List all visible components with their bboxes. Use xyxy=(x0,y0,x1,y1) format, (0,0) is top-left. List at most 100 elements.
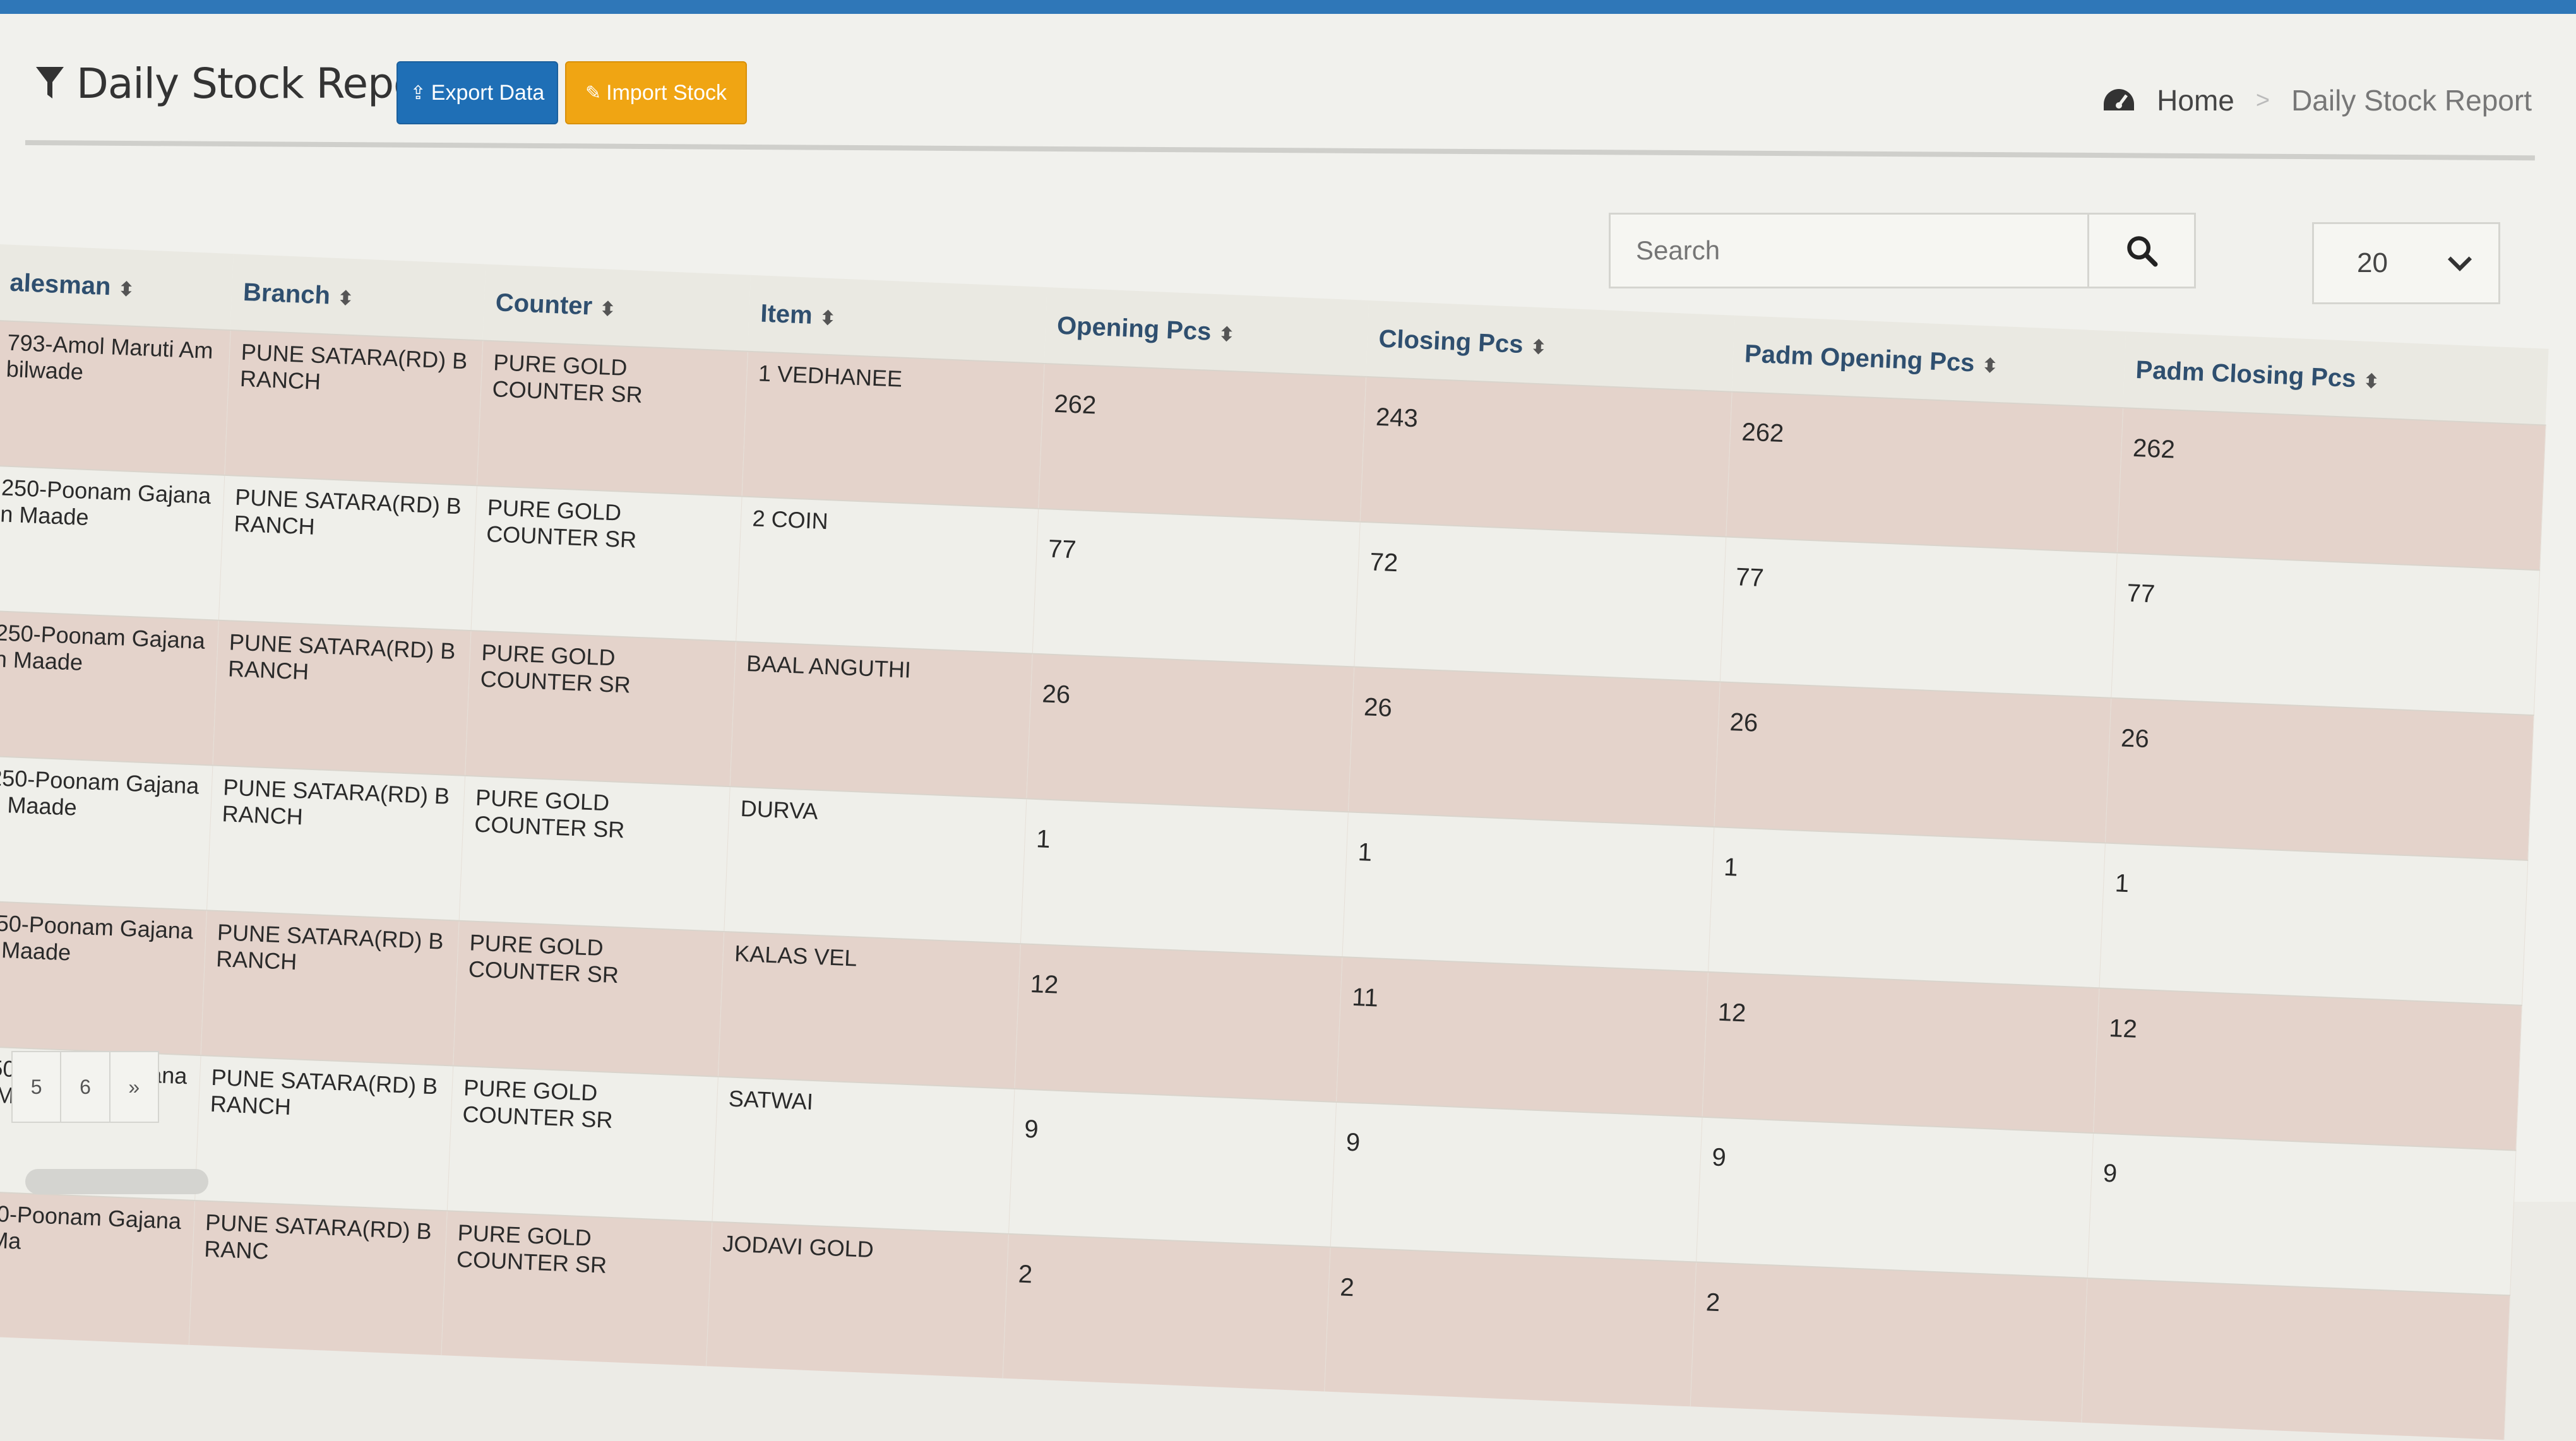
dashboard-icon xyxy=(2104,89,2135,110)
padm-closing-pcs-cell: 9 xyxy=(2087,1133,2516,1296)
page-size-select[interactable]: 20 xyxy=(2312,222,2500,304)
export-data-button[interactable]: ⇪ Export Data xyxy=(397,61,558,124)
item-cell: SATWAI xyxy=(712,1076,1015,1234)
import-stock-button[interactable]: ✎ Import Stock xyxy=(565,61,747,124)
sort-icon: ⬍ xyxy=(117,278,135,300)
opening-pcs-cell: 2 xyxy=(1002,1233,1330,1392)
counter-cell: PURE GOLD COUNTER SR xyxy=(441,1211,712,1367)
column-header-branch[interactable]: Branch ⬍ xyxy=(230,254,486,341)
branch-cell: PUNE SATARA(RD) BRANCH xyxy=(206,765,465,921)
padm-closing-pcs-cell: 26 xyxy=(2104,697,2534,860)
page-link[interactable]: 6 xyxy=(61,1052,110,1122)
salesman-cell: 250-Poonam Gajanan Maade xyxy=(0,465,225,620)
counter-cell: PURE GOLD COUNTER SR xyxy=(470,485,742,642)
pagination: 5 6 » xyxy=(11,1051,159,1123)
salesman-cell: 250-Poonam Gajanan Maade xyxy=(0,610,218,766)
opening-pcs-cell: 26 xyxy=(1026,653,1354,812)
horizontal-scrollbar[interactable] xyxy=(25,1169,208,1194)
item-cell: KALAS VEL xyxy=(717,931,1020,1089)
salesman-cell: 250-Poonam Gajanan Ma xyxy=(0,1190,195,1345)
padm-closing-pcs-cell: 1 xyxy=(2099,843,2528,1005)
sort-icon: ⬍ xyxy=(1981,355,1999,377)
closing-pcs-cell: 26 xyxy=(1347,667,1720,827)
padm-closing-pcs-cell: 77 xyxy=(2111,552,2540,716)
salesman-cell: 793-Amol Maruti Ambilwade xyxy=(0,320,230,475)
branch-cell: PUNE SATARA(RD) BRANCH xyxy=(200,910,459,1066)
counter-cell: PURE GOLD COUNTER SR xyxy=(476,340,748,497)
export-data-label: Export Data xyxy=(431,80,545,105)
branch-cell: PUNE SATARA(RD) BRANCH xyxy=(194,1055,453,1211)
breadcrumb: Home > Daily Stock Report xyxy=(2102,83,2532,117)
padm-opening-pcs-cell: 12 xyxy=(1702,971,2099,1134)
column-header-closing-pcs[interactable]: Closing Pcs ⬍ xyxy=(1366,300,1735,392)
padm-closing-pcs-cell: 262 xyxy=(2116,408,2546,571)
upload-icon: ⇪ xyxy=(410,82,426,104)
item-cell: DURVA xyxy=(724,786,1027,944)
branch-cell: PUNE SATARA(RD) BRANC xyxy=(188,1200,447,1356)
breadcrumb-separator: > xyxy=(2255,86,2270,114)
chevron-down-icon xyxy=(2447,256,2472,271)
item-cell: 1 VEDHANEE xyxy=(741,351,1044,509)
page-link[interactable]: 5 xyxy=(13,1052,62,1122)
search-button[interactable] xyxy=(2087,215,2194,287)
item-cell: JODAVI GOLD xyxy=(706,1221,1009,1379)
column-header-opening-pcs[interactable]: Opening Pcs ⬍ xyxy=(1044,287,1369,377)
padm-closing-pcs-cell: 12 xyxy=(2093,988,2522,1151)
item-cell: BAAL ANGUTHI xyxy=(729,641,1032,799)
padm-opening-pcs-cell: 77 xyxy=(1719,537,2117,698)
counter-cell: PURE GOLD COUNTER SR xyxy=(453,920,724,1077)
item-cell: 2 COIN xyxy=(736,496,1039,654)
opening-pcs-cell: 9 xyxy=(1008,1088,1337,1247)
search-input[interactable] xyxy=(1611,214,2087,287)
sort-icon: ⬍ xyxy=(2363,371,2380,393)
counter-cell: PURE GOLD COUNTER SR xyxy=(446,1065,718,1222)
next-page-link[interactable]: » xyxy=(128,1075,140,1098)
sort-icon: ⬍ xyxy=(337,287,354,309)
filter-icon xyxy=(36,67,64,98)
salesman-cell: 250-Poonam Gajanan Maade xyxy=(0,756,213,911)
branch-cell: PUNE SATARA(RD) BRANCH xyxy=(224,330,483,486)
search-box xyxy=(1609,213,2196,288)
breadcrumb-home-link[interactable]: Home xyxy=(2157,84,2234,117)
sort-icon: ⬍ xyxy=(599,298,616,320)
page: Daily Stock Report ⇪ Export Data ✎ Impor… xyxy=(0,14,2576,1440)
opening-pcs-cell: 1 xyxy=(1020,798,1348,958)
opening-pcs-cell: 77 xyxy=(1032,508,1360,667)
breadcrumb-current: Daily Stock Report xyxy=(2291,84,2532,117)
branch-cell: PUNE SATARA(RD) BRANCH xyxy=(212,620,471,776)
page-header: Daily Stock Report xyxy=(35,45,451,121)
page-title: Daily Stock Report xyxy=(76,59,451,108)
padm-closing-pcs-cell xyxy=(2081,1278,2510,1440)
opening-pcs-cell: 12 xyxy=(1014,944,1342,1102)
search-icon xyxy=(2127,236,2158,267)
counter-cell: PURE GOLD COUNTER SR xyxy=(458,775,730,932)
padm-opening-pcs-cell: 26 xyxy=(1714,682,2111,843)
column-header-counter[interactable]: Counter ⬍ xyxy=(482,264,751,352)
salesman-cell: 250-Poonam Gajanan Maade xyxy=(0,901,207,1056)
closing-pcs-cell: 11 xyxy=(1336,957,1708,1117)
closing-pcs-cell: 243 xyxy=(1359,376,1732,537)
opening-pcs-cell: 262 xyxy=(1038,363,1366,522)
import-stock-label: Import Stock xyxy=(606,80,727,105)
sort-icon: ⬍ xyxy=(1530,336,1547,359)
column-header-item[interactable]: Item ⬍ xyxy=(748,275,1047,364)
closing-pcs-cell: 2 xyxy=(1324,1247,1696,1407)
padm-opening-pcs-cell: 2 xyxy=(1690,1262,2087,1423)
counter-cell: PURE GOLD COUNTER SR xyxy=(465,631,736,787)
closing-pcs-cell: 9 xyxy=(1330,1101,1702,1262)
stock-table-container: alesman ⬍ Branch ⬍ Counter ⬍ Item ⬍ Opening … xyxy=(0,244,2574,1440)
header-divider xyxy=(25,140,2535,161)
stock-table: alesman ⬍ Branch ⬍ Counter ⬍ Item ⬍ Opening … xyxy=(0,244,2549,1440)
sort-icon: ⬍ xyxy=(1218,323,1236,345)
sort-icon: ⬍ xyxy=(819,307,837,329)
top-accent-bar xyxy=(0,0,2576,14)
padm-opening-pcs-cell: 9 xyxy=(1696,1117,2094,1278)
closing-pcs-cell: 72 xyxy=(1354,521,1726,682)
branch-cell: PUNE SATARA(RD) BRANCH xyxy=(218,475,477,631)
closing-pcs-cell: 1 xyxy=(1342,812,1714,972)
column-header-salesman[interactable]: alesman ⬍ xyxy=(0,244,234,331)
pencil-icon: ✎ xyxy=(585,82,602,104)
page-size-value: 20 xyxy=(2357,247,2388,278)
padm-opening-pcs-cell: 1 xyxy=(1708,827,2105,988)
padm-opening-pcs-cell: 262 xyxy=(1726,391,2123,553)
